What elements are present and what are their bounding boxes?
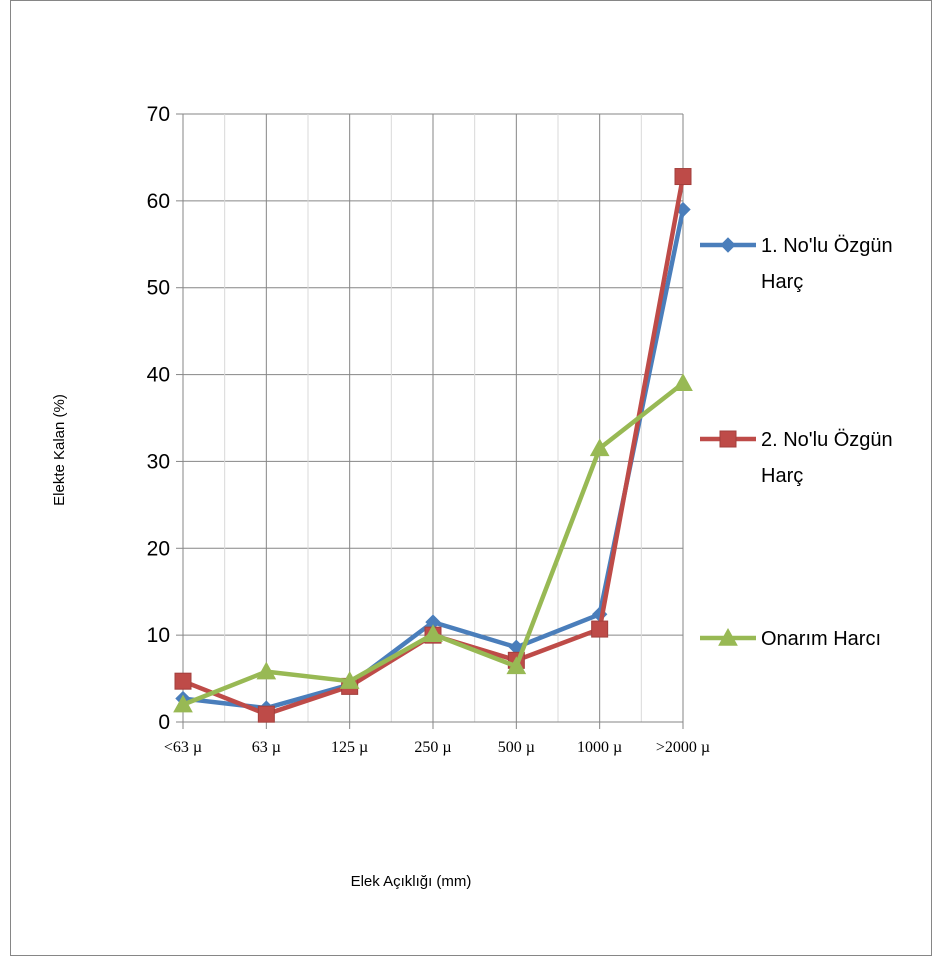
data-point: [674, 168, 692, 186]
square-marker: [674, 168, 692, 186]
data-point: [423, 624, 443, 642]
triangle-marker: [423, 624, 443, 642]
x-tick-labels: <63 µ 63 µ 125 µ 250 µ 500 µ 1000 µ >2000 µ: [164, 739, 710, 756]
triangle-marker: [673, 373, 693, 391]
x-tick-label: >2000 µ: [656, 739, 710, 756]
legend-label: Harç: [761, 271, 803, 293]
y-tick-labels: 0 10 20 30 40 50 60 70: [147, 103, 170, 734]
data-point: [257, 705, 275, 723]
square-marker: [719, 430, 737, 448]
series-3: [173, 373, 693, 713]
square-marker: [174, 672, 192, 690]
x-axis-title: Elek Açıklığı (mm): [351, 873, 472, 890]
y-axis-title: Elekte Kalan (%): [51, 394, 68, 506]
data-point: [506, 656, 527, 675]
data-point: [591, 620, 609, 638]
data-point: [589, 438, 610, 457]
y-tick-label: 70: [147, 103, 170, 126]
x-tick-label: 125 µ: [331, 739, 368, 756]
triangle-marker: [718, 627, 738, 646]
y-tick-label: 40: [147, 364, 170, 387]
x-tick-label: 500 µ: [498, 739, 535, 756]
data-point: [174, 672, 192, 690]
x-tick-label: 1000 µ: [577, 739, 622, 756]
triangle-marker: [256, 661, 277, 680]
series: [173, 168, 693, 723]
square-marker: [591, 620, 609, 638]
y-tick-label: 50: [147, 277, 170, 300]
x-tick-label: 250 µ: [414, 739, 451, 756]
triangle-marker: [173, 694, 193, 713]
square-marker: [257, 705, 275, 723]
triangle-marker: [589, 438, 610, 457]
data-point: [173, 694, 193, 713]
triangle-marker: [506, 656, 527, 675]
x-tick-label: 63 µ: [252, 739, 281, 756]
diamond-marker: [720, 237, 736, 253]
y-tick-label: 30: [147, 450, 170, 473]
chart-frame: [10, 0, 932, 956]
legend-entry-3: Onarım Harcı: [700, 627, 881, 650]
y-tick-label: 0: [158, 711, 170, 734]
y-tick-label: 60: [147, 190, 170, 213]
y-tick-label: 10: [147, 624, 170, 647]
legend-label: Onarım Harcı: [761, 628, 881, 650]
data-point: [256, 661, 277, 680]
data-point: [339, 671, 360, 689]
legend-entry-2: 2. No'lu Özgün Harç: [700, 429, 893, 487]
triangle-marker: [339, 671, 360, 689]
x-tick-label: <63 µ: [164, 739, 202, 756]
legend-label: 2. No'lu Özgün: [761, 429, 893, 451]
legend-entry-1: 1. No'lu Özgün Harç: [700, 235, 893, 293]
legend: 1. No'lu Özgün Harç 2. No'lu Özgün Harç Onar…: [700, 235, 893, 650]
legend-label: Harç: [761, 465, 803, 487]
y-tick-label: 20: [147, 537, 170, 560]
legend-label: 1. No'lu Özgün: [761, 235, 893, 257]
data-point: [673, 373, 693, 391]
